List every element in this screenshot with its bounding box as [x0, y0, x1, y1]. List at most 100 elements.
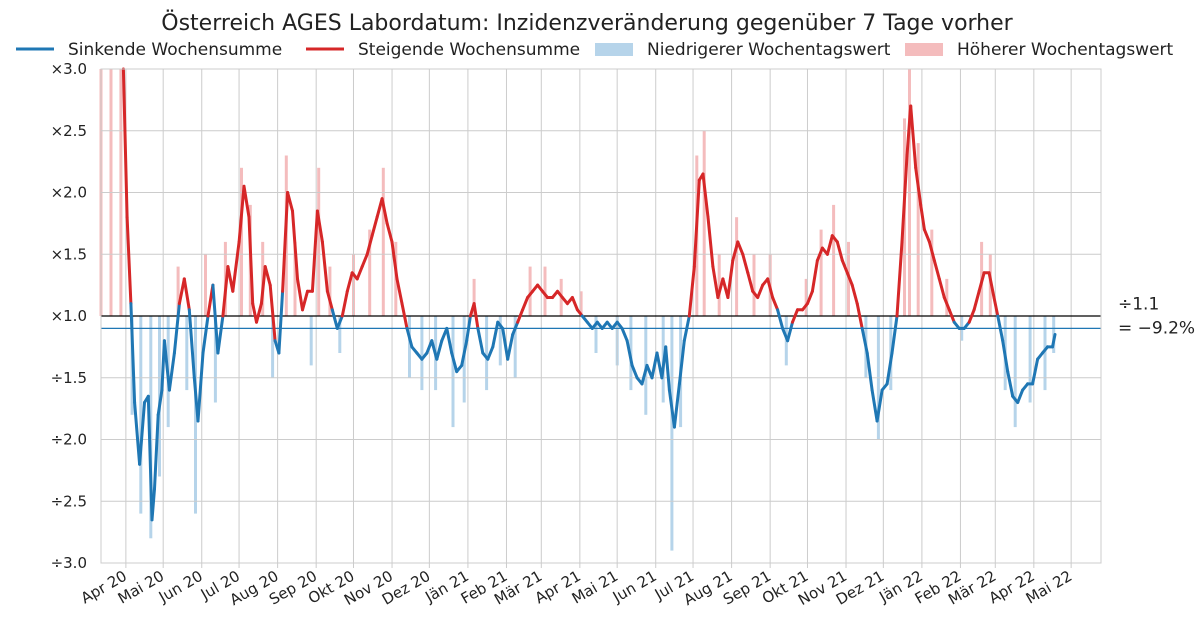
daily-bar [185, 316, 189, 391]
series-segment [511, 320, 520, 336]
series-segment [196, 351, 205, 423]
series-segment [992, 296, 1000, 318]
daily-bar [1013, 316, 1017, 428]
series-segment [756, 283, 765, 299]
daily-bar [485, 316, 489, 391]
daily-bar [309, 316, 313, 366]
daily-bar [213, 316, 217, 403]
series-segment [277, 289, 285, 355]
series-segment [320, 240, 329, 293]
series-segment [766, 277, 775, 299]
legend-label: Steigende Wochensumme [358, 40, 580, 60]
series-segment [315, 209, 324, 244]
series-segment [716, 277, 725, 299]
series-segment [1051, 333, 1057, 349]
series-segment [405, 326, 414, 349]
series-segment [850, 283, 859, 306]
series-segment [263, 265, 272, 287]
series-segment [806, 289, 814, 306]
daily-bar [194, 316, 197, 514]
series-segment [1016, 388, 1025, 404]
series-segment [840, 258, 849, 275]
series-segment [870, 388, 879, 423]
daily-bar [594, 316, 598, 353]
daily-bar [368, 229, 372, 316]
series-segment [664, 345, 671, 392]
series-segment [150, 487, 156, 522]
series-segment [400, 302, 409, 330]
series-segment [325, 289, 334, 312]
series-segment [390, 240, 399, 281]
series-segment [370, 215, 379, 238]
plot-frame [100, 68, 1102, 564]
series-segment [640, 363, 649, 386]
daily-bar [670, 316, 674, 551]
y-tick-label: ÷2.0 [51, 431, 87, 449]
series-segment [360, 252, 369, 269]
daily-bar [240, 167, 243, 316]
series-segment [900, 154, 909, 244]
daily-bar [930, 229, 934, 316]
series-segment [835, 240, 844, 262]
daily-bar [717, 254, 721, 317]
series-segment [625, 339, 634, 367]
series-segment [501, 326, 510, 361]
daily-bar [408, 316, 411, 378]
series-segment [736, 240, 745, 256]
daily-bar [293, 241, 297, 316]
daily-bar [752, 254, 756, 317]
series-segment [286, 191, 294, 213]
series-segment [330, 308, 339, 330]
series-segment [445, 326, 454, 355]
series-segment [201, 314, 210, 355]
legend-patch-swatch [905, 43, 943, 56]
daily-bar [804, 278, 808, 316]
daily-bar [513, 316, 517, 378]
series-segment [977, 271, 986, 293]
series-segment [885, 351, 894, 386]
daily-bar [204, 254, 207, 317]
series-segment [506, 333, 515, 361]
series-segment [786, 320, 794, 343]
y-tick-label: ÷3.0 [51, 554, 87, 572]
series-segment [237, 184, 246, 244]
series-segment [937, 277, 946, 299]
annotation-text: = −9.2% [1118, 318, 1195, 338]
series-segment [776, 308, 785, 330]
series-segment [335, 314, 344, 330]
series-segment [355, 265, 364, 281]
daily-bar [735, 217, 739, 316]
series-segment [922, 228, 931, 244]
series-segment [146, 394, 154, 522]
series-segment [650, 351, 659, 380]
series-segment [133, 401, 142, 466]
daily-bar [451, 316, 455, 428]
series-segment [125, 215, 133, 306]
series-segment [365, 234, 374, 256]
series-segment [677, 339, 686, 386]
series-segment [296, 277, 304, 312]
daily-bar [916, 143, 920, 316]
legend-label: Niedrigerer Wochentagswert [647, 40, 891, 60]
y-tick-label: ×1.5 [51, 245, 87, 263]
series-segment [460, 339, 469, 367]
annotation-text: ÷1.1 [1118, 294, 1159, 314]
y-tick-label: ÷1.5 [51, 369, 87, 387]
series-segment [687, 265, 696, 318]
series-segment [465, 314, 472, 343]
series-segment [476, 326, 485, 355]
series-segment [340, 289, 349, 318]
series-segment [486, 345, 495, 361]
annotations: ÷1.1 = −9.2% [1118, 294, 1195, 338]
daily-bar [381, 167, 385, 316]
daily-bar [819, 229, 823, 316]
series-segment [825, 234, 834, 256]
chart-legend: Sinkende Wochensumme Steigende Wochensumm… [16, 40, 1174, 60]
series-segment [791, 308, 799, 324]
series-segment [672, 382, 681, 429]
daily-bar [420, 316, 424, 391]
y-tick-label: ÷2.5 [51, 492, 87, 510]
series-segment [972, 289, 981, 312]
series-segment [927, 240, 936, 262]
series-segment [516, 308, 525, 324]
